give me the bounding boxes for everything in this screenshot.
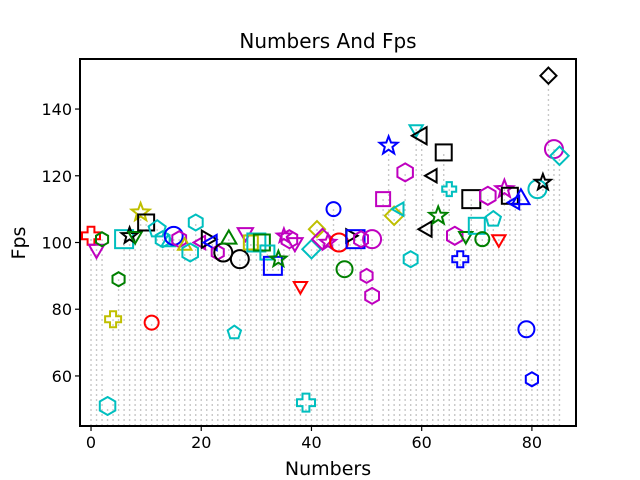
y-tick-label: 120	[41, 167, 72, 186]
y-axis-label: Fps	[8, 227, 30, 260]
y-tick-label: 60	[52, 367, 72, 386]
data-point-circle	[325, 201, 342, 218]
data-point-triangle_left	[505, 194, 521, 211]
y-tick-label: 100	[41, 234, 72, 253]
data-point-plus	[441, 181, 458, 198]
data-point-triangle_up	[219, 228, 239, 245]
data-point-square	[434, 143, 453, 162]
data-point-star	[274, 225, 294, 245]
data-point-star	[128, 200, 153, 223]
data-point-triangle_left	[409, 125, 428, 147]
data-point-triangle_down	[285, 237, 305, 254]
chart-title: Numbers And Fps	[239, 29, 416, 53]
data-point-triangle_left	[422, 167, 438, 185]
stem-lines	[90, 75, 561, 426]
data-point-triangle_down	[457, 231, 475, 246]
data-markers	[81, 66, 571, 417]
data-point-diamond	[538, 66, 558, 86]
data-point-square	[252, 233, 271, 252]
data-point-plus	[296, 392, 316, 413]
data-point-hexagon	[359, 267, 374, 285]
x-tick-label: 60	[412, 433, 432, 452]
data-point-hexagon	[396, 162, 414, 183]
data-point-square	[345, 229, 366, 250]
x-axis-label: Numbers	[285, 458, 371, 480]
data-point-diamond	[300, 238, 323, 260]
data-point-circle	[517, 320, 536, 339]
data-point-star	[492, 176, 517, 200]
data-point-triangle_up	[510, 187, 532, 206]
data-point-triangle_down	[87, 243, 106, 260]
data-point-pentagon	[147, 218, 167, 238]
data-point-hexagon	[402, 250, 419, 269]
data-point-square	[242, 234, 259, 251]
data-point-hexagon	[111, 271, 126, 288]
data-point-plus	[104, 310, 123, 329]
data-point-star	[317, 231, 339, 252]
data-point-hexagon	[181, 242, 199, 263]
data-point-square	[259, 244, 276, 261]
data-point-star	[267, 247, 290, 269]
data-point-circle	[143, 314, 160, 331]
x-tick-label: 0	[86, 433, 96, 452]
data-point-triangle_left	[389, 200, 405, 218]
data-point-triangle_down	[490, 234, 508, 249]
data-point-plus	[451, 250, 470, 269]
data-point-diamond	[548, 145, 571, 167]
y-axis-ticks: 60 80 100 120 140	[41, 100, 80, 386]
data-point-pentagon	[484, 209, 503, 227]
data-point-hexagon	[98, 395, 117, 417]
data-point-star	[426, 203, 450, 226]
data-point-diamond	[383, 205, 405, 227]
x-tick-label: 20	[191, 433, 211, 452]
data-point-hexagon	[524, 371, 539, 388]
data-point-pentagon	[226, 324, 243, 340]
x-tick-label: 80	[522, 433, 542, 452]
data-point-star	[118, 224, 141, 245]
y-tick-label: 80	[52, 300, 72, 319]
x-tick-label: 40	[301, 433, 321, 452]
data-point-circle	[229, 249, 250, 270]
data-point-star	[376, 133, 401, 156]
data-point-triangle_left	[416, 219, 433, 239]
data-point-circle	[474, 231, 491, 248]
data-point-triangle_down	[292, 281, 309, 296]
data-point-square	[375, 191, 392, 208]
data-point-hexagon	[364, 286, 380, 306]
x-axis-ticks: 0 20 40 60 80	[86, 426, 542, 452]
data-point-circle	[362, 229, 383, 250]
data-point-triangle_left	[201, 233, 218, 252]
data-point-hexagon	[479, 185, 497, 206]
data-point-diamond	[307, 219, 327, 239]
data-point-star	[532, 171, 554, 192]
data-point-hexagon	[280, 229, 299, 250]
data-point-hexagon	[187, 213, 204, 232]
y-tick-label: 140	[41, 100, 72, 119]
data-point-hexagon	[353, 230, 369, 249]
data-point-triangle_right	[200, 228, 219, 250]
data-point-hexagon	[95, 231, 110, 248]
data-point-circle	[335, 260, 354, 279]
data-point-triangle_down	[126, 231, 144, 246]
